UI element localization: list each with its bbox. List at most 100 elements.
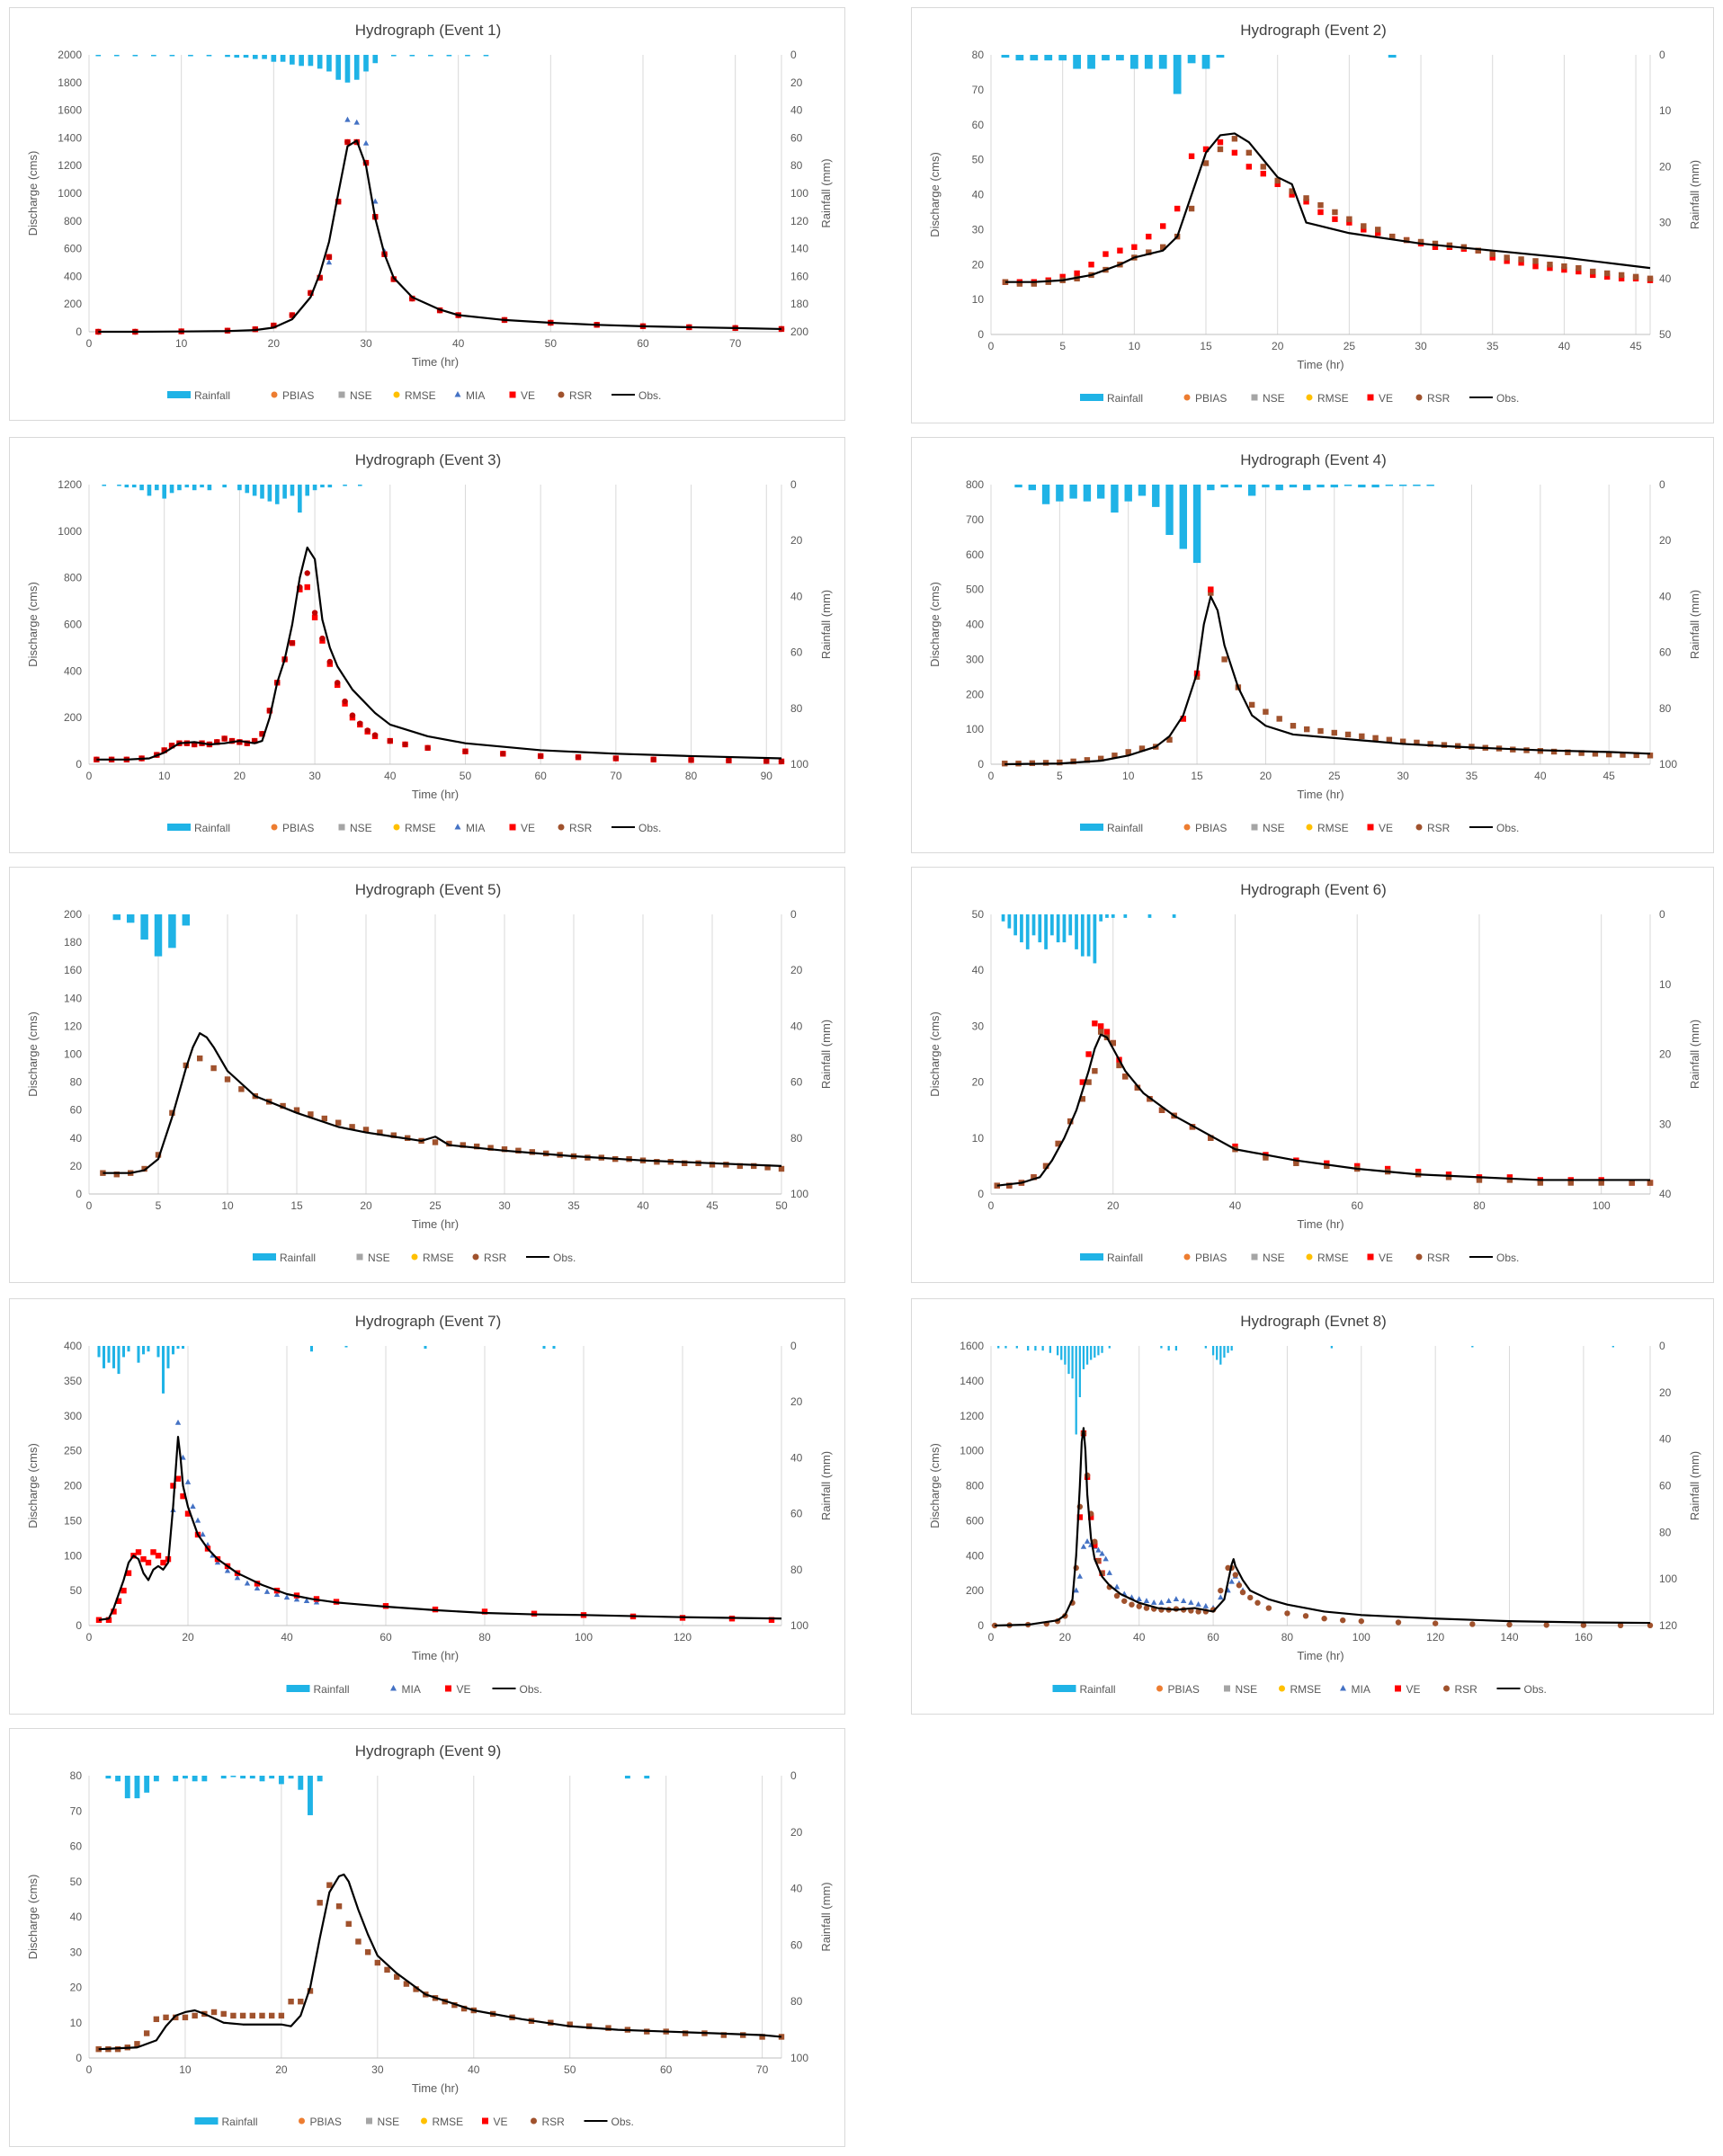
series-rsr: [95, 1882, 785, 2053]
y2-tick-label: 80: [1659, 702, 1672, 715]
point-ve: [1202, 146, 1210, 153]
rainfall-bar: [290, 55, 295, 65]
legend-item: PBIAS: [271, 822, 314, 834]
point-mia: [344, 116, 351, 122]
rainfall-bar: [154, 914, 163, 957]
point-rsr: [413, 1986, 419, 1992]
point-mia: [1106, 1569, 1112, 1575]
y2-tick-label: 60: [790, 1076, 803, 1089]
point-rsr: [778, 758, 785, 765]
rainfall-bar: [192, 1776, 198, 1782]
x-tick-label: 5: [156, 1199, 162, 1212]
point-mia: [244, 1580, 251, 1586]
rainfall-bar: [260, 485, 264, 499]
rainfall-bar: [1073, 55, 1081, 69]
rainfall-bar: [131, 485, 137, 488]
legend-item: PBIAS: [299, 2116, 342, 2128]
rainfall-bar: [245, 485, 250, 494]
legend-label: Rainfall: [1107, 1252, 1143, 1264]
point-rsr: [1202, 160, 1210, 166]
rainfall-bar: [166, 1346, 170, 1368]
x-tick-label: 10: [1122, 770, 1135, 782]
point-ve: [1085, 1051, 1092, 1057]
y-tick-label: 300: [64, 1410, 82, 1422]
rainfall-bar: [1078, 1346, 1081, 1398]
point-rsr: [1248, 701, 1255, 708]
rainfall-bar: [1013, 914, 1018, 936]
x-axis-title: Time (hr): [1297, 1217, 1344, 1231]
legend-swatch-ve: [445, 1685, 451, 1692]
y-tick-label: 40: [70, 1911, 83, 1923]
legend-label: NSE: [1263, 392, 1285, 405]
point-rsr: [1399, 738, 1406, 744]
rainfall-bar: [1611, 1346, 1614, 1348]
rainfall-bar: [121, 1346, 126, 1358]
point-rsr: [1002, 279, 1009, 285]
x-tick-label: 20: [360, 1199, 372, 1212]
legend-label: VE: [457, 1683, 471, 1696]
point-mia: [224, 1567, 231, 1573]
y2-tick-label: 100: [790, 1619, 808, 1632]
legend-item: RMSE: [393, 389, 436, 402]
point-rsr: [567, 2021, 573, 2027]
legend-item: Rainfall: [253, 1252, 316, 1264]
point-rsr: [682, 2030, 689, 2036]
rainfall-bar: [132, 55, 138, 57]
y2-tick-label: 0: [1659, 1340, 1665, 1352]
rainfall-bar: [326, 55, 332, 72]
rainfall-bars: [1001, 55, 1397, 94]
point-rsr: [221, 735, 228, 742]
legend-swatch-mia: [390, 1685, 397, 1691]
point-ve: [768, 1617, 775, 1623]
point-rsr: [1489, 251, 1495, 257]
rainfall-bar: [1058, 55, 1067, 61]
rainfall-bar: [1211, 1346, 1215, 1356]
legend-item: PBIAS: [1183, 822, 1227, 834]
point-rsr: [1633, 752, 1639, 759]
point-rsr: [1016, 281, 1023, 287]
rainfall-bar: [225, 55, 230, 58]
point-rsr: [224, 1076, 231, 1082]
rainfall-bar: [1064, 1346, 1067, 1365]
series-ve: [95, 1475, 775, 1623]
legend-label: PBIAS: [282, 389, 314, 402]
y2-tick-label: 40: [790, 1883, 803, 1895]
point-rsr: [1590, 268, 1596, 275]
rainfall-bar: [144, 1776, 150, 1793]
point-ve: [135, 1549, 142, 1555]
y-tick-label: 30: [70, 1946, 83, 1958]
x-axis-title: Time (hr): [412, 2081, 459, 2095]
point-rsr: [1324, 1163, 1330, 1170]
y-tick-label: 1200: [960, 1410, 984, 1422]
point-mia: [1073, 1587, 1079, 1593]
y-tick-label: 600: [64, 243, 82, 255]
rainfall-bar: [1060, 1346, 1063, 1360]
rainfall-bar: [97, 1346, 101, 1358]
rainfall-bar: [169, 55, 175, 57]
point-rsr: [763, 758, 770, 764]
rainfall-bar: [1090, 1346, 1093, 1360]
y2-tick-label: 0: [790, 49, 797, 61]
point-mia: [1113, 1583, 1120, 1590]
legend-item: NSE: [366, 2116, 399, 2128]
point-rsr: [1340, 1617, 1346, 1624]
legend-item: NSE: [338, 389, 372, 402]
x-tick-label: 40: [384, 770, 397, 782]
rainfall-bar: [1330, 485, 1338, 488]
legend-item: RMSE: [1306, 392, 1349, 405]
x-tick-label: 0: [988, 1199, 995, 1212]
rainfall-bar: [124, 1776, 130, 1799]
y2-tick-label: 120: [1659, 1619, 1677, 1632]
point-ve: [311, 614, 318, 620]
rainfall-bar: [230, 1776, 237, 1777]
point-rsr: [1232, 1572, 1238, 1578]
chart-title: Hydrograph (Event 4): [1240, 451, 1387, 468]
y-tick-label: 0: [76, 758, 82, 771]
rainfall-bar: [107, 1346, 111, 1363]
y2-tick-label: 80: [790, 1995, 803, 2008]
chart-svg-event-8: Hydrograph (Evnet 8) 0 20 40 60 80 100 120 140 16…: [928, 1313, 1701, 1696]
point-rsr: [1632, 273, 1639, 281]
legend-swatch-rsr: [472, 1253, 479, 1261]
series-rsr: [1002, 590, 1654, 767]
point-rsr: [1143, 1605, 1150, 1611]
